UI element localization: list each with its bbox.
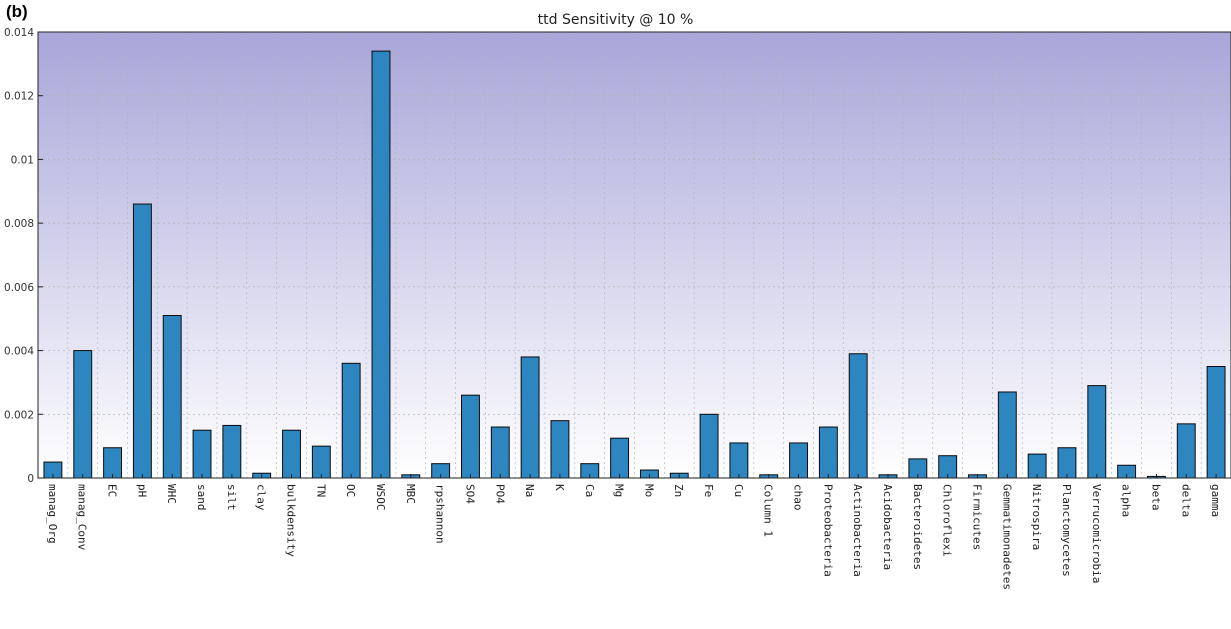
x-tick-label: TN bbox=[314, 484, 327, 497]
x-tick-label: Actinobacteria bbox=[851, 484, 864, 577]
x-tick-label: Bacteroidetes bbox=[911, 484, 924, 570]
bar-mg bbox=[610, 437, 630, 479]
grid-lines bbox=[38, 31, 1231, 479]
x-tick-label: Fe bbox=[702, 484, 715, 497]
x-tick-label: Firmicutes bbox=[970, 484, 983, 550]
bar-fe bbox=[699, 413, 719, 479]
bar-planctomycetes bbox=[1057, 447, 1077, 479]
bar-cu bbox=[729, 442, 749, 479]
y-tick-label: 0.004 bbox=[4, 346, 34, 358]
x-tick-label: WHC bbox=[165, 484, 178, 504]
x-tick-label: silt bbox=[225, 484, 238, 511]
bars bbox=[43, 50, 1226, 479]
plot-frame bbox=[37, 31, 1231, 479]
bar-tn bbox=[311, 445, 331, 479]
x-tick-label: Chloroflexi bbox=[941, 484, 954, 557]
x-tick-label: MBC bbox=[404, 484, 417, 504]
x-tick-label: beta bbox=[1149, 484, 1162, 511]
x-tick-label: Na bbox=[523, 484, 536, 497]
x-tick-label: PO4 bbox=[493, 484, 506, 504]
x-tick-label: Mo bbox=[642, 484, 655, 497]
y-axis: 0 0.002 0.004 0.006 0.008 0.01 0.012 0.014 bbox=[4, 27, 43, 485]
y-tick-label: 0.008 bbox=[4, 218, 34, 230]
bar-actinobacteria bbox=[848, 353, 868, 479]
x-tick-label: Proteobacteria bbox=[821, 484, 834, 577]
bar-na bbox=[520, 356, 540, 479]
x-tick-label: Zn bbox=[672, 484, 685, 497]
y-tick-label: 0.012 bbox=[4, 91, 34, 103]
chart-title: ttd Sensitivity @ 10 % bbox=[537, 12, 694, 28]
bar-bulkdensity bbox=[282, 429, 301, 479]
x-tick-label: bulkdensity bbox=[285, 484, 298, 557]
bar-verrucomicrobia bbox=[1087, 385, 1107, 479]
bar-chao bbox=[789, 442, 808, 479]
bar-delta bbox=[1176, 423, 1196, 479]
bar-manag_conv bbox=[73, 350, 93, 479]
x-tick-label: Acidobacteria bbox=[881, 484, 894, 570]
y-tick-label: 0.002 bbox=[4, 409, 34, 421]
x-tick-label: manag_Org bbox=[46, 484, 59, 544]
panel-label: (b) bbox=[6, 2, 28, 21]
bar-k bbox=[550, 420, 570, 479]
x-tick-label: rpshannon bbox=[434, 484, 447, 544]
bar-whc bbox=[162, 315, 182, 479]
x-tick-label: Ca bbox=[583, 484, 596, 497]
bar-proteobacteria bbox=[818, 426, 838, 479]
x-tick-label: SO4 bbox=[463, 484, 476, 504]
x-tick-label: clay bbox=[255, 484, 268, 511]
x-tick-label: alpha bbox=[1120, 484, 1133, 517]
x-axis: manag_Org manag_Conv EC pH WHC sand silt clay bu… bbox=[46, 474, 1222, 590]
x-tick-label: manag_Conv bbox=[76, 484, 89, 551]
y-tick-label: 0 bbox=[27, 473, 34, 485]
x-tick-label: Column 1 bbox=[762, 484, 775, 537]
x-tick-label: Nitrospira bbox=[1030, 484, 1043, 550]
bar-silt bbox=[222, 424, 242, 479]
x-tick-label: WSOC bbox=[374, 484, 387, 511]
x-tick-label: Planctomycetes bbox=[1060, 484, 1073, 577]
y-tick-label: 0.006 bbox=[4, 282, 34, 294]
bar-gamma bbox=[1206, 366, 1226, 479]
x-tick-label: delta bbox=[1179, 484, 1192, 517]
y-tick-label: 0.014 bbox=[4, 27, 34, 39]
bar-ph bbox=[132, 203, 152, 479]
x-tick-label: gamma bbox=[1209, 484, 1222, 517]
bar-oc bbox=[341, 362, 361, 479]
bar-wsoc bbox=[371, 50, 391, 479]
x-tick-label: Cu bbox=[732, 484, 745, 497]
x-tick-label: OC bbox=[344, 484, 357, 497]
bar-sand bbox=[192, 429, 212, 479]
bar-po4 bbox=[490, 426, 510, 479]
x-tick-label: pH bbox=[135, 484, 148, 497]
x-tick-label: sand bbox=[195, 484, 208, 511]
x-tick-label: K bbox=[553, 484, 566, 491]
x-tick-label: EC bbox=[106, 484, 119, 497]
bar-gemmatimonadetes bbox=[997, 391, 1017, 479]
x-tick-label: Gemmatimonadetes bbox=[1000, 484, 1013, 590]
x-tick-label: chao bbox=[792, 484, 805, 511]
x-tick-label: Mg bbox=[613, 484, 626, 497]
bar-so4 bbox=[461, 394, 480, 479]
y-tick-label: 0.01 bbox=[11, 154, 34, 166]
x-tick-label: Verrucomicrobia bbox=[1090, 484, 1103, 583]
bar-ec bbox=[103, 447, 123, 479]
